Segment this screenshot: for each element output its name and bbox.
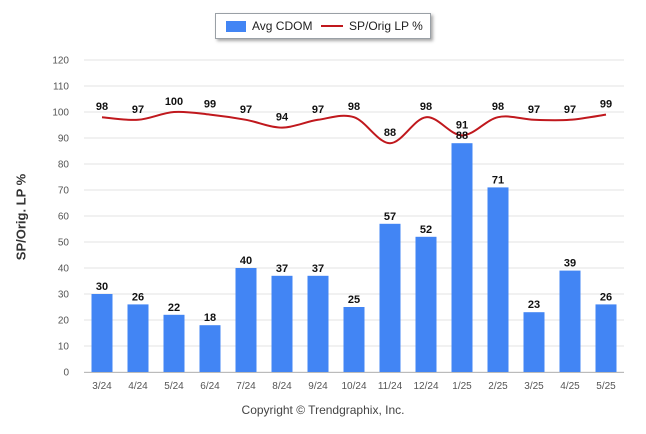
bar-data-label: 57 <box>384 211 396 223</box>
line-data-label: 97 <box>528 104 540 116</box>
legend-swatch-line <box>321 25 343 27</box>
y-tick-label: 80 <box>58 160 70 171</box>
line-data-label: 98 <box>96 101 108 113</box>
bar-data-label: 52 <box>420 224 432 236</box>
bar-data-label: 22 <box>168 302 180 314</box>
x-tick-label: 5/24 <box>164 381 184 392</box>
line-data-label: 94 <box>276 112 289 124</box>
x-tick-label: 6/24 <box>200 381 220 392</box>
legend-item-avg-cdom[interactable]: Avg CDOM <box>226 19 312 33</box>
x-tick-label: 8/24 <box>272 381 292 392</box>
bar <box>343 307 365 372</box>
bar <box>595 304 617 372</box>
y-tick-label: 100 <box>52 108 69 119</box>
bar-data-label: 26 <box>600 291 612 303</box>
legend-label-sp-orig-lp: SP/Orig LP % <box>349 19 423 33</box>
legend-item-sp-orig-lp[interactable]: SP/Orig LP % <box>321 19 423 33</box>
line-data-label: 97 <box>312 104 324 116</box>
line-data-label: 88 <box>384 127 396 139</box>
bar-data-label: 26 <box>132 291 144 303</box>
bar-data-label: 18 <box>204 312 216 324</box>
line-data-label: 99 <box>204 99 216 111</box>
bar <box>235 268 257 372</box>
x-tick-label: 9/24 <box>308 381 328 392</box>
line-data-label: 91 <box>456 119 468 131</box>
bar-data-label: 30 <box>96 281 108 293</box>
y-tick-label: 50 <box>58 238 70 249</box>
y-axis-label: SP/Orig. LP % <box>13 173 29 261</box>
bar <box>307 275 329 372</box>
line-data-label: 97 <box>240 104 252 116</box>
y-tick-label: 90 <box>58 134 70 145</box>
x-tick-label: 7/24 <box>236 381 256 392</box>
bar-data-label: 37 <box>276 263 288 275</box>
line-data-label: 97 <box>132 104 144 116</box>
x-tick-label: 3/24 <box>92 381 112 392</box>
bar <box>91 294 113 372</box>
y-tick-label: 70 <box>58 186 70 197</box>
y-tick-label: 120 <box>52 56 69 67</box>
bar-data-label: 23 <box>528 299 540 311</box>
line-data-label: 99 <box>600 99 612 111</box>
bar <box>559 270 581 372</box>
x-tick-label: 1/25 <box>452 381 472 392</box>
legend: Avg CDOM SP/Orig LP % <box>215 13 431 39</box>
y-tick-label: 40 <box>58 264 70 275</box>
x-tick-label: 12/24 <box>413 381 438 392</box>
y-tick-label: 30 <box>58 290 70 301</box>
bar <box>163 314 185 372</box>
bar-data-label: 88 <box>456 130 468 142</box>
bar-data-label: 71 <box>492 174 504 186</box>
bar <box>271 275 293 372</box>
legend-swatch-bar <box>226 20 246 32</box>
bar <box>379 223 401 372</box>
bar <box>127 304 149 372</box>
x-tick-label: 11/24 <box>378 381 403 392</box>
y-tick-label: 0 <box>63 368 69 379</box>
x-tick-label: 10/24 <box>341 381 366 392</box>
bar <box>415 236 437 372</box>
y-tick-label: 110 <box>53 82 69 93</box>
bar-data-label: 25 <box>348 294 360 306</box>
bar-data-label: 39 <box>564 258 576 270</box>
bar-data-label: 37 <box>312 263 324 275</box>
bar <box>487 187 509 372</box>
line-data-label: 100 <box>165 96 183 108</box>
x-tick-label: 2/25 <box>488 381 508 392</box>
line-data-label: 98 <box>348 101 360 113</box>
bar <box>199 325 221 372</box>
bar <box>523 312 545 372</box>
line-data-label: 98 <box>420 101 432 113</box>
copyright-text: Copyright © Trendgraphix, Inc. <box>241 403 405 417</box>
bar <box>451 143 473 372</box>
y-tick-label: 20 <box>58 316 70 327</box>
bar-data-label: 40 <box>240 255 252 267</box>
x-tick-label: 3/25 <box>524 381 544 392</box>
x-tick-label: 5/25 <box>596 381 616 392</box>
line-data-label: 97 <box>564 104 576 116</box>
line-data-label: 98 <box>492 101 504 113</box>
line-series-sp-orig-lp <box>101 110 607 145</box>
legend-label-avg-cdom: Avg CDOM <box>252 19 313 33</box>
y-tick-label: 10 <box>58 342 70 353</box>
y-tick-label: 60 <box>58 212 70 223</box>
x-tick-label: 4/24 <box>128 381 148 392</box>
x-tick-label: 4/25 <box>560 381 580 392</box>
